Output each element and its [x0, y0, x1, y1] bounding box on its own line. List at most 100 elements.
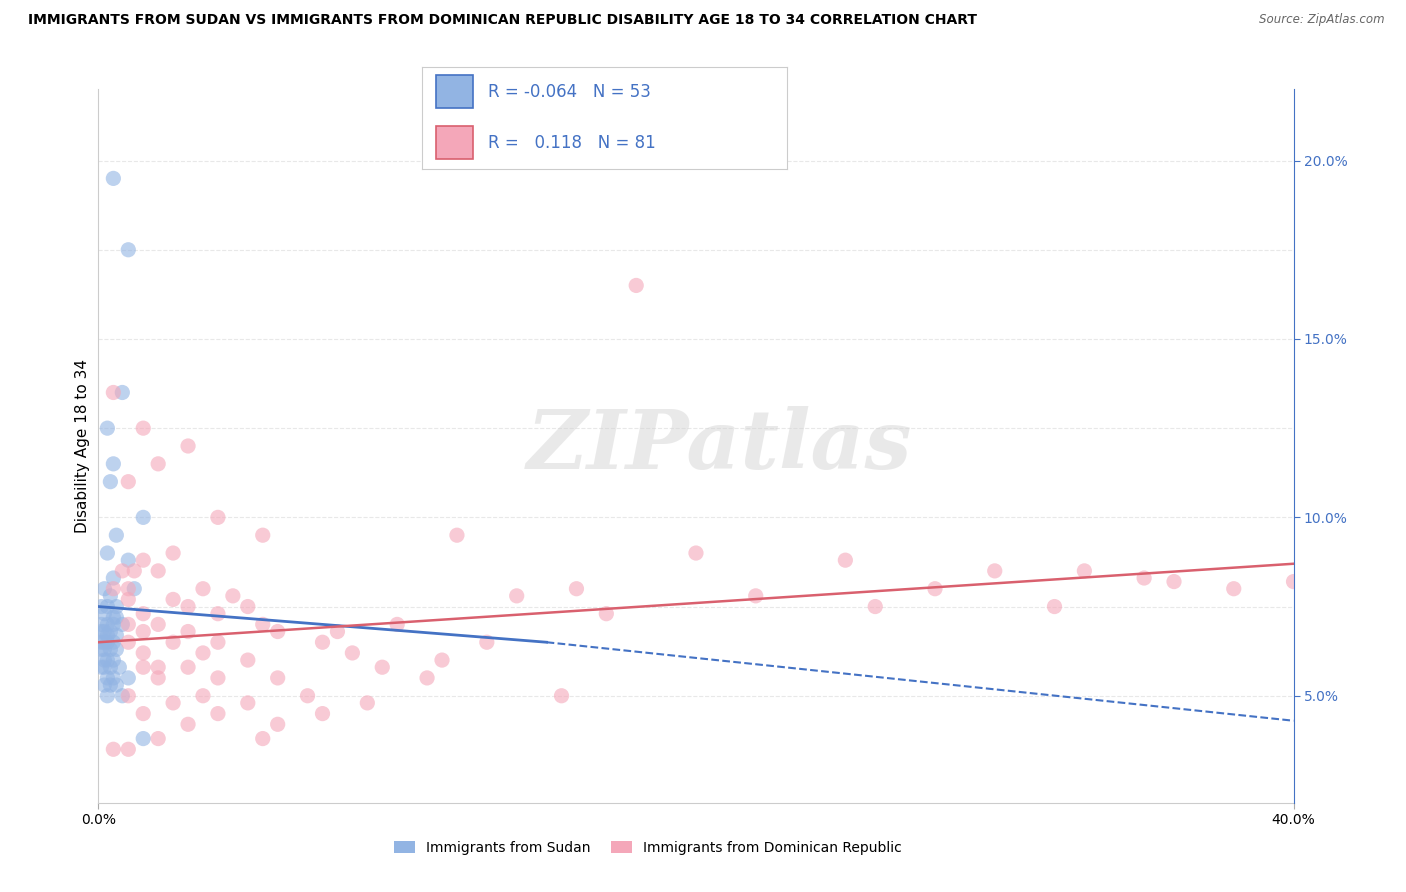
- Point: [93, 660, 115, 674]
- Point: [96, 599, 118, 614]
- Point: [103, 617, 125, 632]
- Point: [326, 624, 349, 639]
- Point: [207, 510, 229, 524]
- Point: [93, 607, 115, 621]
- Point: [475, 635, 498, 649]
- Point: [117, 635, 139, 649]
- Point: [252, 528, 274, 542]
- Point: [111, 617, 134, 632]
- Point: [177, 624, 200, 639]
- Point: [191, 646, 214, 660]
- Point: [1043, 599, 1066, 614]
- Point: [236, 696, 259, 710]
- Point: [550, 689, 572, 703]
- Point: [96, 617, 118, 632]
- Point: [191, 689, 214, 703]
- Point: [446, 528, 468, 542]
- Point: [834, 553, 856, 567]
- Point: [90, 599, 112, 614]
- Point: [430, 653, 453, 667]
- Point: [105, 599, 128, 614]
- Point: [207, 671, 229, 685]
- Point: [207, 635, 229, 649]
- Point: [105, 678, 128, 692]
- Point: [90, 635, 112, 649]
- Point: [98, 678, 122, 692]
- Point: [267, 717, 290, 731]
- Point: [96, 546, 118, 560]
- Point: [117, 475, 139, 489]
- Point: [148, 457, 170, 471]
- Point: [98, 660, 122, 674]
- Point: [191, 582, 214, 596]
- Point: [98, 624, 122, 639]
- Point: [385, 617, 409, 632]
- Point: [1223, 582, 1246, 596]
- Point: [103, 671, 125, 685]
- Point: [132, 624, 155, 639]
- Point: [207, 706, 229, 721]
- Text: IMMIGRANTS FROM SUDAN VS IMMIGRANTS FROM DOMINICAN REPUBLIC DISABILITY AGE 18 TO: IMMIGRANTS FROM SUDAN VS IMMIGRANTS FROM…: [28, 13, 977, 28]
- Point: [96, 671, 118, 685]
- Point: [162, 696, 184, 710]
- Point: [103, 171, 125, 186]
- Point: [105, 610, 128, 624]
- Point: [96, 689, 118, 703]
- Point: [416, 671, 439, 685]
- Point: [98, 475, 122, 489]
- Point: [252, 617, 274, 632]
- Point: [148, 660, 170, 674]
- Point: [103, 571, 125, 585]
- Point: [93, 642, 115, 657]
- Point: [177, 439, 200, 453]
- Point: [162, 546, 184, 560]
- Point: [311, 706, 333, 721]
- Point: [132, 706, 155, 721]
- Point: [90, 617, 112, 632]
- Point: [342, 646, 364, 660]
- Point: [93, 635, 115, 649]
- Point: [1163, 574, 1185, 589]
- Point: [148, 564, 170, 578]
- Point: [103, 457, 125, 471]
- Point: [1282, 574, 1305, 589]
- Point: [111, 385, 134, 400]
- Point: [96, 653, 118, 667]
- Text: ZIPatlas: ZIPatlas: [527, 406, 912, 486]
- Point: [124, 582, 146, 596]
- Text: Source: ZipAtlas.com: Source: ZipAtlas.com: [1260, 13, 1385, 27]
- Point: [148, 671, 170, 685]
- Point: [1073, 564, 1095, 578]
- Point: [162, 592, 184, 607]
- Text: R =   0.118   N = 81: R = 0.118 N = 81: [488, 134, 655, 152]
- Point: [565, 582, 588, 596]
- Point: [132, 731, 155, 746]
- Point: [132, 660, 155, 674]
- Point: [626, 278, 648, 293]
- Point: [90, 642, 112, 657]
- FancyBboxPatch shape: [436, 75, 472, 108]
- Point: [984, 564, 1007, 578]
- Point: [311, 635, 333, 649]
- Point: [162, 635, 184, 649]
- Point: [371, 660, 394, 674]
- Point: [132, 607, 155, 621]
- Point: [267, 671, 290, 685]
- Point: [117, 553, 139, 567]
- Point: [117, 582, 139, 596]
- Point: [93, 678, 115, 692]
- Point: [117, 592, 139, 607]
- Point: [117, 243, 139, 257]
- FancyBboxPatch shape: [436, 127, 472, 159]
- Point: [103, 742, 125, 756]
- Point: [177, 599, 200, 614]
- Point: [356, 696, 378, 710]
- Point: [93, 624, 115, 639]
- Point: [207, 607, 229, 621]
- Point: [132, 421, 155, 435]
- Point: [98, 642, 122, 657]
- Point: [103, 582, 125, 596]
- Point: [252, 731, 274, 746]
- Point: [236, 653, 259, 667]
- Point: [177, 660, 200, 674]
